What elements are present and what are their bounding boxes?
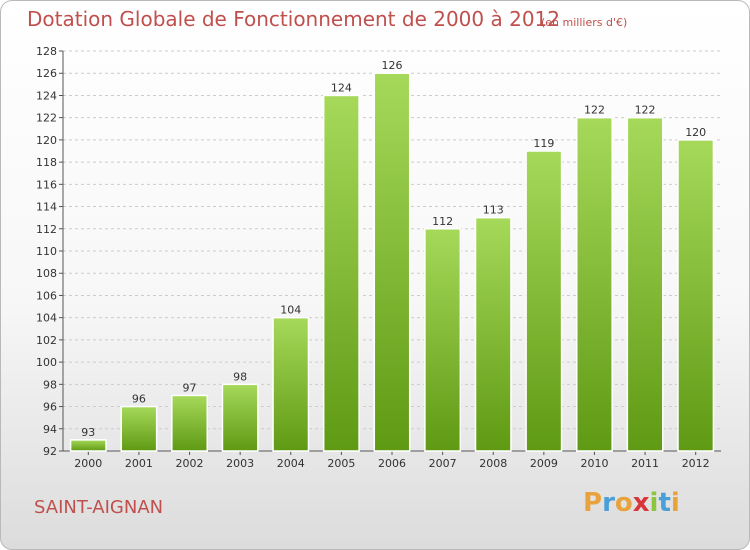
y-tick-label: 116 xyxy=(36,178,57,191)
y-tick-label: 114 xyxy=(36,201,57,214)
chart-subtitle: (en milliers d'€) xyxy=(541,16,628,29)
y-tick-label: 92 xyxy=(43,445,57,458)
bar xyxy=(221,383,259,452)
y-tick-label: 110 xyxy=(36,245,57,258)
y-tick-label: 118 xyxy=(36,156,57,169)
x-tick-label: 2001 xyxy=(125,457,153,470)
bar-value-label: 112 xyxy=(432,215,453,228)
y-tick-label: 104 xyxy=(36,312,57,325)
logo-letter: o xyxy=(614,488,633,518)
y-tick-label: 126 xyxy=(36,67,57,80)
x-tick-label: 2009 xyxy=(530,457,558,470)
y-tick-label: 124 xyxy=(36,89,57,102)
x-tick-label: 2006 xyxy=(378,457,406,470)
axes: 92 94 96 98 100 102 104 106 108 110 112 114 116 118 12… xyxy=(36,45,721,458)
logo-letter: i xyxy=(649,488,659,518)
bar-value-label: 122 xyxy=(584,104,605,117)
bar-value-label: 98 xyxy=(233,370,247,383)
x-tick-label: 2000 xyxy=(74,457,102,470)
bar xyxy=(322,94,360,452)
bar-value-label: 124 xyxy=(331,81,352,94)
y-tick-label: 96 xyxy=(43,401,57,414)
x-tick-label: 2010 xyxy=(580,457,608,470)
bar-value-label: 119 xyxy=(533,137,554,150)
x-tick-label: 2004 xyxy=(277,457,305,470)
bar xyxy=(424,228,462,452)
labels: 93 2000 96 2001 97 2002 98 2003 104 2004 124 2005 12… xyxy=(74,59,709,470)
bars xyxy=(69,72,715,452)
bar-value-label: 113 xyxy=(483,204,504,217)
bar-value-label: 97 xyxy=(183,381,197,394)
bar xyxy=(474,216,512,452)
y-tick-label: 98 xyxy=(43,378,57,391)
x-tick-label: 2008 xyxy=(479,457,507,470)
logo-letter: t xyxy=(658,488,671,518)
bar-value-label: 96 xyxy=(132,393,146,406)
y-tick-label: 108 xyxy=(36,267,57,280)
chart-title: Dotation Globale de Fonctionnement de 20… xyxy=(27,7,560,31)
logo-letter: r xyxy=(602,488,615,518)
y-tick-label: 94 xyxy=(43,423,57,436)
y-tick-label: 128 xyxy=(36,45,57,58)
bar-value-label: 126 xyxy=(382,59,403,72)
bar xyxy=(677,139,715,452)
logo-letter: x xyxy=(632,488,650,518)
x-tick-label: 2005 xyxy=(327,457,355,470)
y-tick-label: 122 xyxy=(36,112,57,125)
bar xyxy=(626,116,664,452)
bar xyxy=(575,116,613,452)
y-tick-label: 100 xyxy=(36,356,57,369)
x-tick-label: 2011 xyxy=(631,457,659,470)
bar xyxy=(171,394,209,452)
bar-value-label: 122 xyxy=(635,104,656,117)
logo-letter: i xyxy=(670,488,680,518)
y-tick-label: 112 xyxy=(36,223,57,236)
x-tick-label: 2003 xyxy=(226,457,254,470)
x-tick-label: 2002 xyxy=(176,457,204,470)
y-tick-label: 106 xyxy=(36,289,57,302)
bar xyxy=(373,72,411,452)
bar xyxy=(120,405,158,452)
bar-value-label: 104 xyxy=(280,304,301,317)
bar xyxy=(525,150,563,452)
y-tick-label: 102 xyxy=(36,334,57,347)
bar-value-label: 93 xyxy=(81,426,95,439)
bar xyxy=(69,439,107,452)
y-tick-label: 120 xyxy=(36,134,57,147)
proxiti-logo: Proxiti xyxy=(583,488,680,518)
commune-name: SAINT-AIGNAN xyxy=(34,497,164,518)
x-tick-label: 2007 xyxy=(429,457,457,470)
bar-value-label: 120 xyxy=(685,126,706,139)
logo-letter: P xyxy=(583,488,603,518)
x-tick-label: 2012 xyxy=(682,457,710,470)
bar xyxy=(272,316,310,452)
